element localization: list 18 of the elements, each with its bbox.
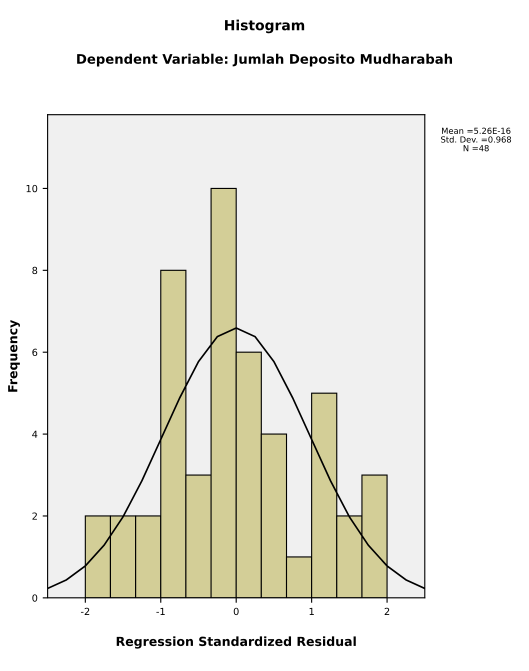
y-tick-label: 0 — [32, 594, 38, 602]
x-tick-label: 1 — [310, 608, 314, 615]
y-tick-label: 2 — [32, 512, 37, 520]
x-axis-title: Regression Standardized Residual — [116, 636, 356, 649]
x-tick-label: -2 — [80, 608, 90, 615]
x-tick-label: 0 — [234, 608, 239, 616]
y-tick-label: 6 — [32, 348, 38, 356]
text: Mean =5.26E-16 — [442, 128, 510, 134]
x-tick-label: 2 — [384, 608, 390, 615]
chart-title: Histogram — [225, 20, 304, 34]
y-tick-label: 8 — [32, 266, 38, 274]
y-axis-title: Frequency — [8, 320, 20, 392]
text: Std. Dev. =0.968 — [441, 136, 512, 143]
y-tick-label: 10 — [26, 184, 38, 192]
chart-subtitle: Dependent Variable: Jumlah Deposito Mudharabah — [77, 54, 452, 66]
text: N =48 — [464, 145, 489, 152]
x-tick-label: -1 — [156, 608, 165, 615]
y-tick-label: 4 — [32, 430, 38, 438]
